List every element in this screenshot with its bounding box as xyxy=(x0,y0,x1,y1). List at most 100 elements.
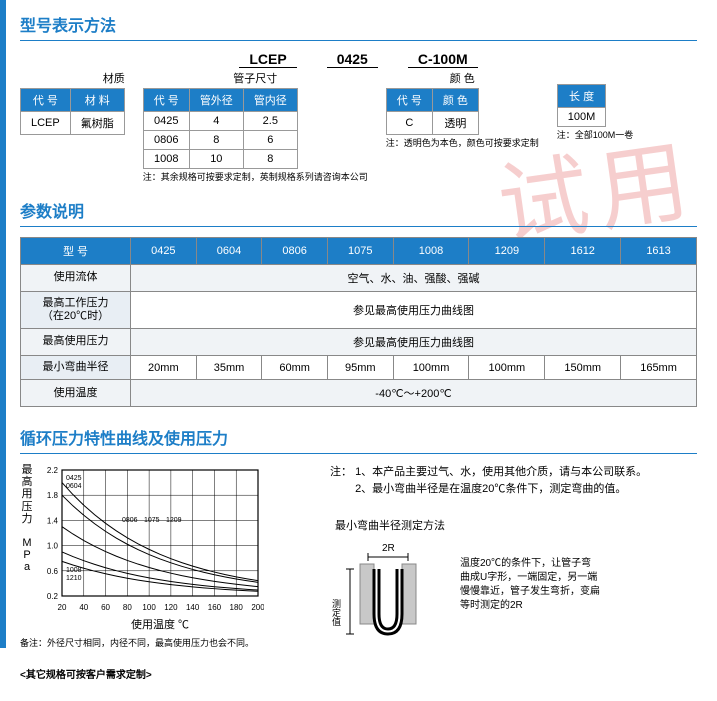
sz-td: 2.5 xyxy=(243,112,297,131)
spec-th: 1075 xyxy=(327,237,393,264)
spec-cell: 35mm xyxy=(196,356,262,380)
len-th: 长 度 xyxy=(557,85,606,108)
spec-cell: 60mm xyxy=(262,356,328,380)
chart-notes: 注： 1、本产品主要过气、水，使用其他介质，请与本公司联系。 注： 2、最小弯曲… xyxy=(330,464,647,497)
color-note: 注：透明色为本色，颜色可按要求定制 xyxy=(386,138,539,150)
spec-row-label: 使用流体 xyxy=(21,264,131,291)
pressure-chart: 最高用压力 MPa 204060801001201401601802000.20… xyxy=(20,464,300,649)
section-title-model: 型号表示方法 xyxy=(20,12,697,41)
mat-td: LCEP xyxy=(21,112,71,135)
sz-td: 10 xyxy=(189,150,243,169)
spec-cell: 100mm xyxy=(393,356,469,380)
sz-th: 管内径 xyxy=(243,89,297,112)
svg-text:120: 120 xyxy=(164,603,178,612)
len-td: 100M xyxy=(557,108,606,127)
material-table: 代 号材 料 LCEP氟树脂 xyxy=(20,88,125,135)
sz-td: 8 xyxy=(189,131,243,150)
spec-row-label: 最高使用压力 xyxy=(21,329,131,356)
svg-text:80: 80 xyxy=(123,603,132,612)
svg-text:1210: 1210 xyxy=(66,575,82,582)
svg-text:40: 40 xyxy=(79,603,88,612)
mat-td: 氟树脂 xyxy=(70,112,124,135)
svg-text:1.8: 1.8 xyxy=(47,491,59,500)
model-notation: LCEP 0425 C-100M xyxy=(20,51,697,68)
svg-text:0806: 0806 xyxy=(122,517,138,524)
svg-text:140: 140 xyxy=(186,603,200,612)
footer-note: <其它规格可按客户需求定制> xyxy=(20,666,697,681)
length-table: 长 度 100M xyxy=(557,84,607,127)
svg-text:160: 160 xyxy=(208,603,222,612)
spec-th: 0806 xyxy=(262,237,328,264)
model-seg-2: 0425 xyxy=(327,51,378,68)
label-color: 颜 色 xyxy=(386,70,539,86)
spec-th: 0604 xyxy=(196,237,262,264)
svg-text:0425: 0425 xyxy=(66,475,82,482)
spec-cell: 165mm xyxy=(621,356,697,380)
spec-row-label: 最高工作压力（在20℃时） xyxy=(21,291,131,328)
cl-th: 代 号 xyxy=(386,89,432,112)
sz-td: 4 xyxy=(189,112,243,131)
svg-text:0604: 0604 xyxy=(66,483,82,490)
notes-prefix: 注： xyxy=(330,466,352,478)
svg-text:100: 100 xyxy=(142,603,156,612)
svg-text:2.2: 2.2 xyxy=(47,466,59,475)
color-table: 代 号颜 色 C透明 xyxy=(386,88,479,135)
spec-cell: 20mm xyxy=(131,356,197,380)
size-note: 注：其余规格可按要求定制，英制规格系列请咨询本公司 xyxy=(143,172,368,184)
spec-cell: 空气、水、油、强酸、强碱 xyxy=(131,264,697,291)
sz-td: 6 xyxy=(243,131,297,150)
section-title-spec: 参数说明 xyxy=(20,198,697,227)
spec-cell: 参见最高使用压力曲线图 xyxy=(131,329,697,356)
cl-td: 透明 xyxy=(432,112,478,135)
svg-text:1008: 1008 xyxy=(66,567,82,574)
bend-diagram-block: 最小弯曲半径测定方法 2R 测定值 xyxy=(330,517,647,652)
spec-th: 1612 xyxy=(545,237,621,264)
bend-title: 最小弯曲半径测定方法 xyxy=(330,517,450,533)
svg-text:180: 180 xyxy=(230,603,244,612)
svg-text:1.0: 1.0 xyxy=(47,542,59,551)
svg-text:1.4: 1.4 xyxy=(47,517,59,526)
svg-text:60: 60 xyxy=(101,603,110,612)
bend-diagram: 2R 测定值 xyxy=(330,539,450,649)
cl-td: C xyxy=(386,112,432,135)
mat-th-1: 代 号 xyxy=(21,89,71,112)
sz-td: 8 xyxy=(243,150,297,169)
chart-svg: 20 40 60 80 100 120 140 160 180 200 0.2 0.6 1.0 1.4 1.… xyxy=(34,464,264,614)
sz-th: 代 号 xyxy=(143,89,189,112)
svg-text:1075: 1075 xyxy=(144,517,160,524)
spec-th: 0425 xyxy=(131,237,197,264)
sz-td: 0806 xyxy=(143,131,189,150)
svg-text:1209: 1209 xyxy=(166,517,182,524)
note-2: 2、最小弯曲半径是在温度20℃条件下，测定弯曲的值。 xyxy=(355,483,626,495)
bend-desc: 温度20℃的条件下，让管子弯曲成U字形，一端固定，另一端慢慢靠近，管子发生弯折，… xyxy=(460,557,600,613)
note-1: 1、本产品主要过气、水，使用其他介质，请与本公司联系。 xyxy=(355,466,647,478)
svg-text:0.2: 0.2 xyxy=(47,592,59,601)
spec-cell: 95mm xyxy=(327,356,393,380)
chart-x-label: 使用温度 ℃ xyxy=(20,616,300,632)
sz-td: 0425 xyxy=(143,112,189,131)
spec-th: 型 号 xyxy=(21,237,131,264)
section-title-curve: 循环压力特性曲线及使用压力 xyxy=(20,425,697,454)
sz-th: 管外径 xyxy=(189,89,243,112)
bend-2r-label: 2R xyxy=(382,543,395,554)
svg-text:200: 200 xyxy=(251,603,264,612)
mini-tables-row: 材质 代 号材 料 LCEP氟树脂 管子尺寸 代 号管外径管内径 042542.… xyxy=(20,70,697,184)
label-material: 材质 xyxy=(20,70,125,86)
model-seg-3: C-100M xyxy=(408,51,478,68)
bend-side-label: 测定值 xyxy=(331,599,341,626)
length-note: 注：全部100M一卷 xyxy=(557,130,634,142)
spec-cell: 150mm xyxy=(545,356,621,380)
spec-table: 型 号04250604080610751008120916121613 使用流体… xyxy=(20,237,697,408)
spec-th: 1613 xyxy=(621,237,697,264)
chart-footnote: 备注：外径尺寸相同，内径不同，最高使用压力也会不同。 xyxy=(20,636,300,649)
spec-cell: -40℃～+200℃ xyxy=(131,380,697,407)
cl-th: 颜 色 xyxy=(432,89,478,112)
svg-text:0.6: 0.6 xyxy=(47,567,59,576)
spec-th: 1008 xyxy=(393,237,469,264)
sz-td: 1008 xyxy=(143,150,189,169)
spec-row-label: 使用温度 xyxy=(21,380,131,407)
spec-cell: 100mm xyxy=(469,356,545,380)
spec-th: 1209 xyxy=(469,237,545,264)
svg-text:20: 20 xyxy=(58,603,67,612)
mat-th-2: 材 料 xyxy=(70,89,124,112)
